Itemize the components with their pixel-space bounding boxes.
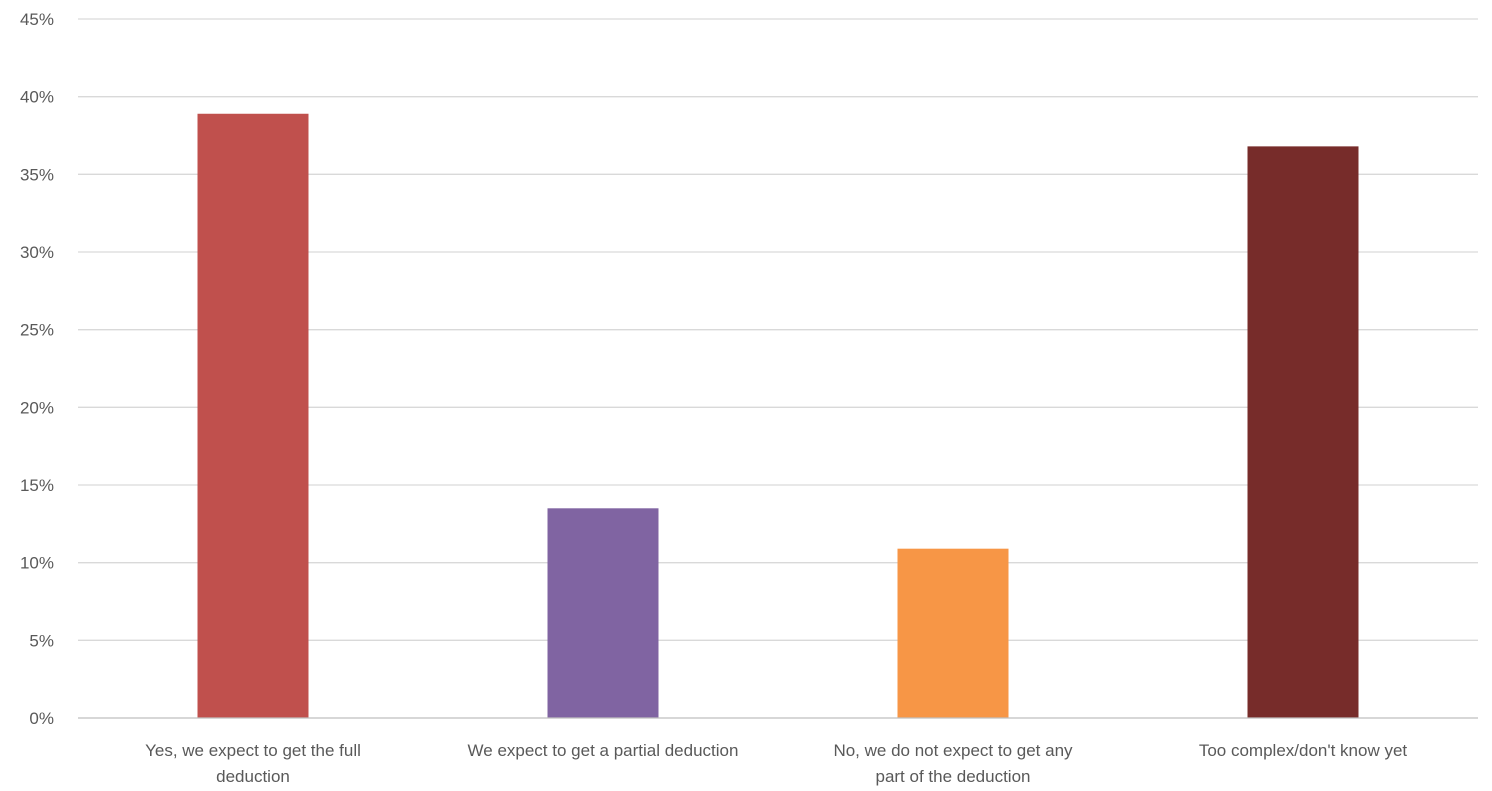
category-label-line: Yes, we expect to get the full — [145, 741, 361, 760]
gridlines — [78, 18, 1478, 641]
category-label-line: part of the deduction — [875, 767, 1030, 786]
bar-3 — [897, 548, 1009, 718]
y-tick-label: 35% — [20, 165, 54, 184]
category-label-line: No, we do not expect to get any — [833, 741, 1073, 760]
bar-2 — [547, 508, 659, 718]
y-tick-label: 45% — [20, 10, 54, 29]
category-label: Yes, we expect to get the full deduction — [145, 741, 361, 786]
y-axis-tick-labels: 0% 5% 10% 15% 20% 25% 30% 35% 40% 45% — [20, 10, 54, 728]
category-label-line: Too complex/don't know yet — [1199, 741, 1408, 760]
x-axis-category-labels: Yes, we expect to get the full deduction W… — [145, 741, 1407, 786]
bar-1 — [197, 113, 309, 718]
y-tick-label: 0% — [29, 709, 54, 728]
category-label-line: We expect to get a partial deduction — [468, 741, 739, 760]
bars — [197, 113, 1359, 718]
category-label: Too complex/don't know yet — [1199, 741, 1408, 760]
y-tick-label: 25% — [20, 321, 54, 340]
category-label: We expect to get a partial deduction — [468, 741, 739, 760]
y-tick-label: 10% — [20, 554, 54, 573]
y-tick-label: 20% — [20, 398, 54, 417]
category-label-line: deduction — [216, 767, 290, 786]
y-tick-label: 40% — [20, 88, 54, 107]
y-tick-label: 5% — [29, 631, 54, 650]
category-label: No, we do not expect to get any part of t… — [833, 741, 1073, 786]
y-tick-label: 30% — [20, 243, 54, 262]
y-tick-label: 15% — [20, 476, 54, 495]
bar-4 — [1247, 146, 1359, 718]
